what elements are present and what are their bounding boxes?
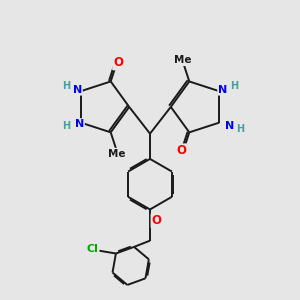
Text: Me: Me <box>174 55 192 65</box>
Text: H: H <box>236 124 244 134</box>
Text: N: N <box>73 85 82 95</box>
Text: N: N <box>218 85 227 95</box>
Text: H: H <box>62 81 70 91</box>
Text: O: O <box>113 56 123 69</box>
Text: O: O <box>177 144 187 158</box>
Text: H: H <box>62 121 70 130</box>
Text: N: N <box>75 119 84 129</box>
Text: Cl: Cl <box>87 244 99 254</box>
Text: Me: Me <box>108 148 126 159</box>
Text: O: O <box>152 214 161 227</box>
Text: N: N <box>225 121 234 130</box>
Text: H: H <box>230 81 238 91</box>
